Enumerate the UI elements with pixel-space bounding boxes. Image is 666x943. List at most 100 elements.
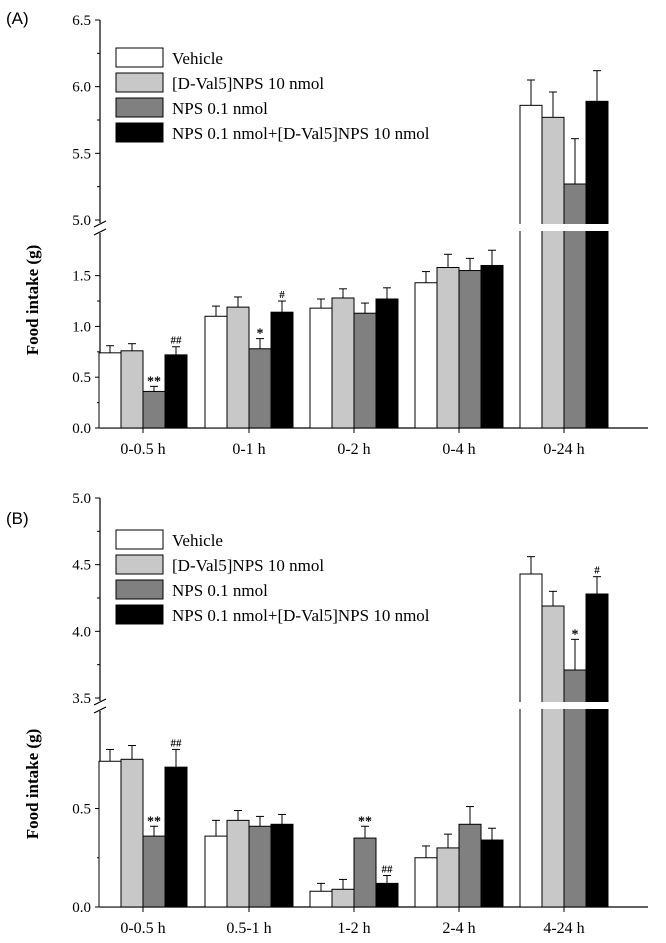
bar — [585, 593, 609, 908]
x-tick-label: 0-0.5 h — [120, 920, 165, 937]
bar — [458, 823, 482, 908]
legend-label: NPS 0.1 nmol+[D-Val5]NPS 10 nmol — [172, 124, 430, 143]
legend-swatch — [115, 604, 164, 625]
y-tick-label: 5.5 — [72, 146, 91, 162]
bar — [98, 760, 122, 908]
legend: Vehicle [D-Val5]NPS 10 nmol NPS 0.1 nmol NP… — [115, 47, 430, 143]
bar — [204, 835, 228, 908]
bar — [204, 315, 228, 429]
bar — [309, 890, 333, 908]
y-tick-label: 0.5 — [72, 370, 91, 386]
x-tick-label: 0-2 h — [337, 441, 370, 458]
bar — [331, 888, 355, 908]
bar — [458, 270, 482, 429]
panel-label: (B) — [6, 509, 29, 528]
bar — [353, 837, 377, 908]
bar — [226, 819, 250, 908]
x-tick-label: 4-24 h — [543, 920, 584, 937]
bar-break-gap — [541, 702, 565, 709]
axis-break-mark — [93, 220, 107, 228]
legend-swatch — [115, 122, 164, 143]
significance-marker: ## — [171, 737, 183, 749]
bar — [120, 758, 144, 908]
bar — [414, 282, 438, 429]
y-tick-label: 3.5 — [72, 691, 91, 707]
y-tick-label: 0.0 — [72, 900, 91, 916]
bar — [270, 311, 294, 429]
bar — [164, 766, 188, 908]
legend-label: [D-Val5]NPS 10 nmol — [172, 74, 324, 93]
x-tick-label: 0-4 h — [442, 441, 475, 458]
bar — [563, 183, 587, 429]
y-tick-label: 1.5 — [72, 269, 91, 285]
y-tick-label: 1.0 — [72, 319, 91, 335]
bar — [309, 307, 333, 429]
bar — [541, 116, 565, 429]
y-tick-label: 6.0 — [72, 80, 91, 96]
y-tick-label: 5.0 — [72, 213, 91, 229]
legend-label: Vehicle — [172, 49, 223, 68]
x-tick-label: 0-24 h — [543, 441, 584, 458]
y-axis-label: Food intake (g) — [23, 729, 42, 840]
x-tick-label: 0.5-1 h — [226, 920, 271, 937]
bar — [480, 264, 504, 429]
significance-marker: ** — [147, 374, 161, 389]
y-axis-label: Food intake (g) — [23, 245, 42, 356]
legend-swatch — [115, 97, 164, 118]
significance-marker: ** — [358, 814, 372, 829]
bar — [480, 839, 504, 908]
bar-break-gap — [519, 702, 543, 709]
bar — [270, 823, 294, 908]
legend-label: NPS 0.1 nmol+[D-Val5]NPS 10 nmol — [172, 606, 430, 625]
legend-label: Vehicle — [172, 531, 223, 550]
bar — [248, 825, 272, 908]
axis-break-mark — [93, 698, 107, 706]
y-tick-label: 5.0 — [72, 491, 91, 507]
x-tick-label: 1-2 h — [337, 920, 370, 937]
significance-marker: * — [572, 627, 579, 642]
axis-break-mark — [93, 706, 107, 714]
bar — [98, 352, 122, 429]
x-tick-label: 0-1 h — [232, 441, 265, 458]
significance-marker: ## — [171, 335, 183, 347]
significance-marker: ** — [147, 814, 161, 829]
legend-swatch — [115, 554, 164, 575]
significance-marker: ## — [382, 863, 394, 875]
bar — [164, 354, 188, 429]
legend-label: [D-Val5]NPS 10 nmol — [172, 556, 324, 575]
legend-swatch — [115, 47, 164, 68]
x-tick-label: 0-0.5 h — [120, 441, 165, 458]
bar — [414, 857, 438, 908]
y-tick-label: 0.5 — [72, 802, 91, 818]
y-tick-label: 6.5 — [72, 13, 91, 29]
bar — [331, 297, 355, 429]
bar-break-gap — [585, 702, 609, 709]
bar — [436, 847, 460, 908]
bar-break-gap — [585, 224, 609, 231]
legend-swatch — [115, 579, 164, 600]
significance-marker: # — [279, 289, 285, 301]
bar — [353, 312, 377, 429]
bar-break-gap — [563, 702, 587, 709]
legend: Vehicle [D-Val5]NPS 10 nmol NPS 0.1 nmol NP… — [115, 529, 430, 625]
bar — [142, 835, 166, 908]
bar — [541, 605, 565, 908]
significance-marker: * — [257, 327, 264, 342]
chart-panel-b: (B) Food intake (g) 0.0 0.5 3.5 4.0 4.5 5.0 0-0.… — [6, 491, 648, 937]
bar — [226, 306, 250, 429]
significance-marker: # — [594, 565, 600, 577]
y-tick-label: 4.0 — [72, 624, 91, 640]
bar — [142, 390, 166, 429]
bar — [585, 100, 609, 429]
x-tick-label: 2-4 h — [442, 920, 475, 937]
bar — [120, 350, 144, 429]
bar — [519, 104, 543, 429]
legend-label: NPS 0.1 nmol — [172, 581, 268, 600]
bar-break-gap — [519, 224, 543, 231]
legend-swatch — [115, 72, 164, 93]
y-tick-label: 0.0 — [72, 421, 91, 437]
legend-swatch — [115, 529, 164, 550]
bar-break-gap — [563, 224, 587, 231]
bar — [436, 267, 460, 429]
